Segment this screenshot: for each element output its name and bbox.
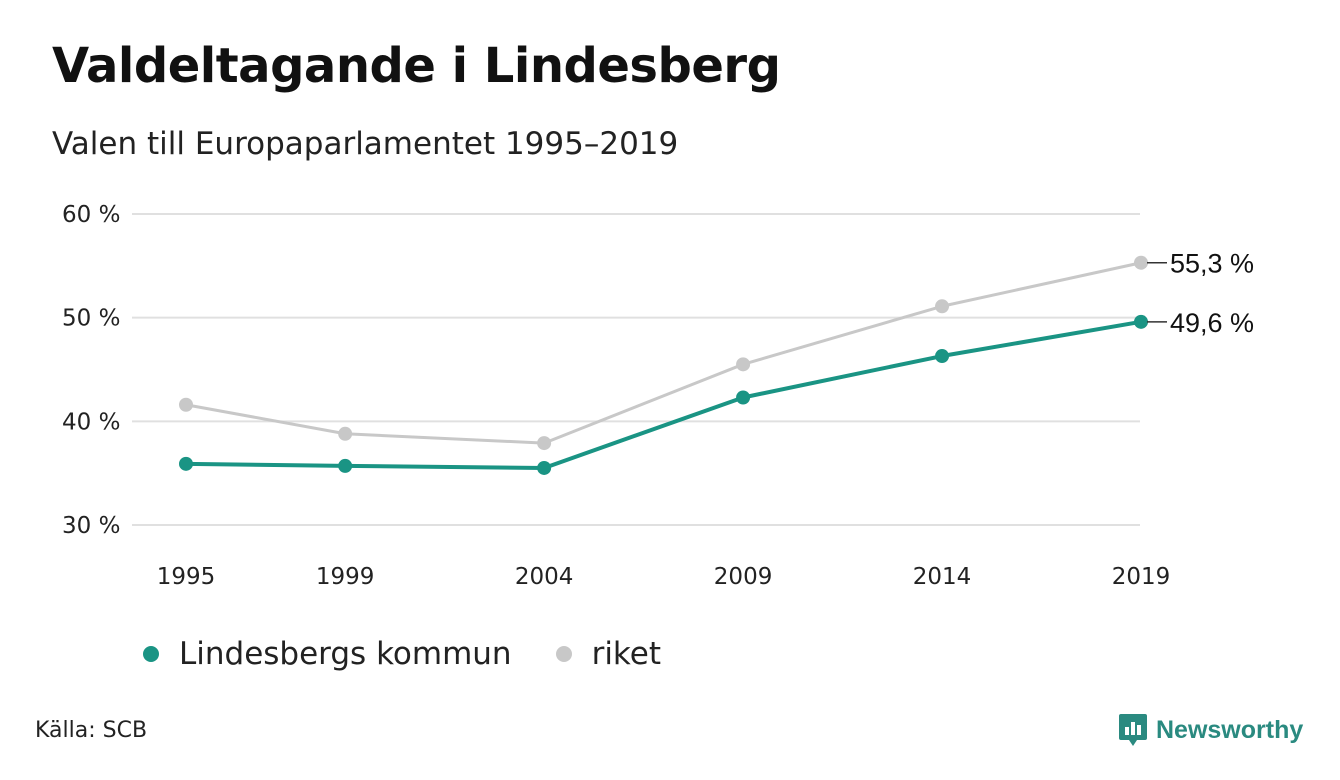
data-point-riket: [1134, 255, 1148, 270]
x-tick-label: 2014: [913, 564, 972, 590]
y-tick-label: 60 %: [62, 202, 120, 228]
x-tick-label: 1999: [316, 564, 375, 590]
data-point-riket: [935, 299, 950, 314]
data-point-riket: [179, 397, 193, 412]
data-point-kommun: [179, 456, 193, 471]
x-tick-label: 2019: [1112, 564, 1171, 590]
end-labels: 55,3 % 49,6 %: [1147, 249, 1254, 338]
y-axis-labels: 30 % 40 % 50 % 60 %: [62, 202, 120, 539]
series-layer: [179, 255, 1148, 475]
x-axis-labels: 1995 1999 2004 2009 2014 2019: [157, 564, 1171, 590]
data-point-kommun: [537, 460, 552, 475]
data-point-riket: [537, 436, 552, 451]
brand-logo: Newsworthy: [1118, 712, 1303, 748]
data-point-kommun: [1134, 314, 1148, 329]
series-line-kommun: [185, 319, 1142, 470]
data-point-riket: [736, 357, 751, 372]
newsworthy-icon: [1119, 714, 1147, 746]
y-tick-label: 40 %: [62, 409, 120, 435]
series-line-riket: [185, 261, 1142, 445]
legend-dot-kommun: [143, 646, 159, 662]
end-label-kommun: 49,6 %: [1170, 308, 1254, 338]
brand-name: Newsworthy: [1156, 715, 1304, 744]
line-chart: 30 % 40 % 50 % 60 % 1995 1999 2004 2009 2014 201…: [62, 202, 1254, 590]
legend-item-riket: riket: [555, 636, 662, 672]
data-point-kommun: [935, 349, 950, 364]
x-tick-label: 2004: [515, 564, 574, 590]
data-point-kommun: [338, 458, 353, 473]
y-tick-label: 50 %: [62, 306, 120, 332]
legend: Lindesbergs kommun riket: [143, 636, 705, 672]
x-tick-label: 1995: [157, 564, 216, 590]
legend-label-kommun: Lindesbergs kommun: [179, 636, 512, 672]
chart-subtitle: Valen till Europaparlamentet 1995–2019: [52, 126, 679, 162]
data-point-kommun: [736, 390, 751, 405]
y-tick-label: 30 %: [62, 513, 120, 539]
end-label-riket: 55,3 %: [1170, 249, 1254, 279]
x-tick-label: 2009: [714, 564, 773, 590]
data-point-riket: [338, 426, 353, 441]
chart-title: Valdeltagande i Lindesberg: [52, 38, 781, 94]
legend-dot-riket: [555, 646, 572, 662]
legend-item-kommun: Lindesbergs kommun: [143, 636, 512, 672]
grid-layer: [132, 213, 1140, 526]
source-note: Källa: SCB: [35, 718, 148, 743]
legend-label-riket: riket: [591, 636, 662, 672]
